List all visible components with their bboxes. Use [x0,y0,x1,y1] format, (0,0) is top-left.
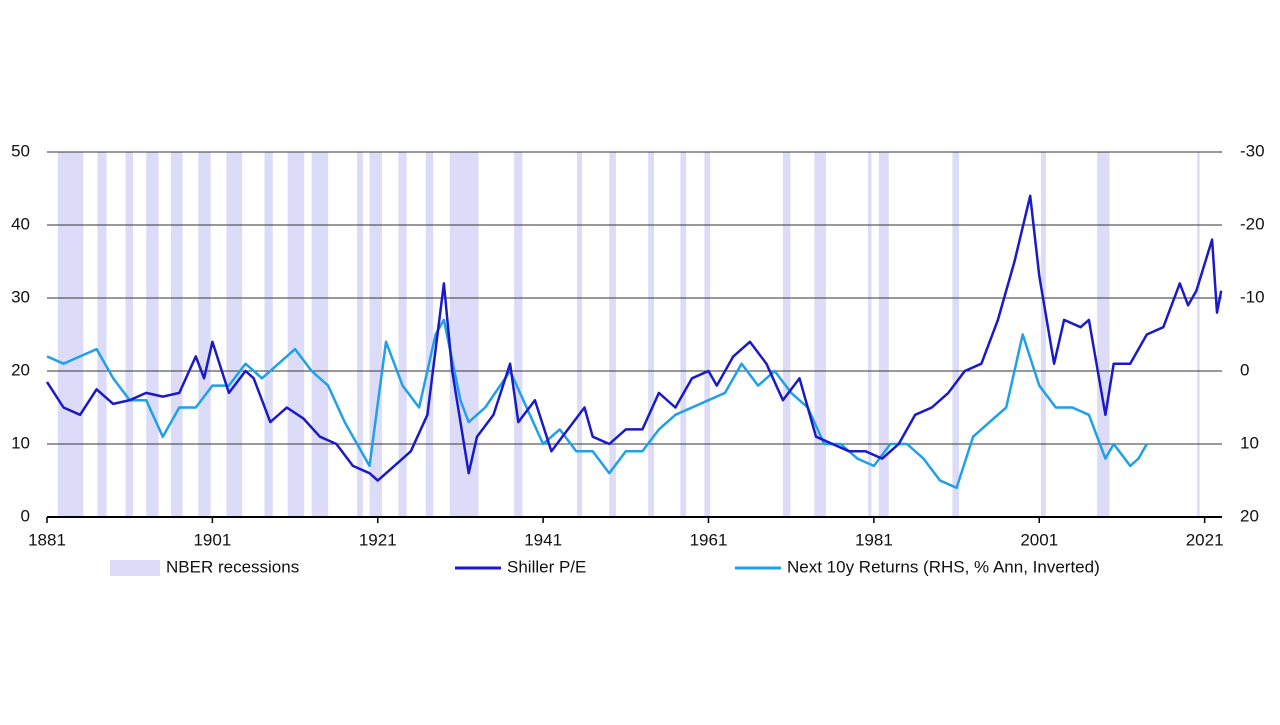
y2-tick-label: -10 [1240,287,1265,306]
recession-band [146,152,159,517]
x-tick-label: 1961 [690,530,728,549]
recession-band [878,152,889,517]
x-tick-label: 1981 [855,530,893,549]
recession-band [1197,152,1200,517]
series-line [45,194,1223,482]
y2-tick-label: 10 [1240,433,1259,452]
x-tick-label: 1921 [359,530,397,549]
x-tick-label: 2001 [1020,530,1058,549]
recession-band [449,152,479,517]
recession-band [226,152,243,517]
y-tick-label: 50 [11,141,30,160]
recession-band [398,152,407,517]
recession-band [125,152,133,517]
series-line [46,318,1148,490]
x-tick-label: 1901 [193,530,231,549]
recession-band [57,152,84,517]
y2-tick-label: -20 [1240,214,1265,233]
recession-band [782,152,791,517]
y2-tick-label: 0 [1240,360,1249,379]
recession-band [814,152,826,517]
legend-label: Shiller P/E [507,557,586,576]
x-tick-label: 1881 [28,530,66,549]
y-tick-label: 40 [11,214,30,233]
y2-tick-label: 20 [1240,506,1259,525]
recession-band [868,152,872,517]
recession-band [311,152,329,517]
recession-band [287,152,305,517]
recession-band [357,152,363,517]
recession-band [609,152,616,517]
legend-label: NBER recessions [166,557,299,576]
recession-band [369,152,382,517]
y-tick-label: 30 [11,287,30,306]
y-tick-label: 10 [11,433,30,452]
recession-band [704,152,711,517]
y-tick-label: 0 [21,506,30,525]
legend-label: Next 10y Returns (RHS, % Ann, Inverted) [787,557,1100,576]
x-tick-label: 2021 [1186,530,1224,549]
recession-band [577,152,582,517]
recession-band [680,152,687,517]
recession-band [264,152,273,517]
y2-tick-label: -30 [1240,141,1265,160]
recession-band [648,152,654,517]
recession-band [514,152,523,517]
recession-band [952,152,960,517]
recession-band [198,152,211,517]
legend-swatch [110,560,160,576]
recession-band [425,152,434,517]
recession-band [1040,152,1046,517]
recession-band [97,152,107,517]
y-tick-label: 20 [11,360,30,379]
recession-band [171,152,183,517]
x-tick-label: 1941 [524,530,562,549]
recession-band [1097,152,1110,517]
